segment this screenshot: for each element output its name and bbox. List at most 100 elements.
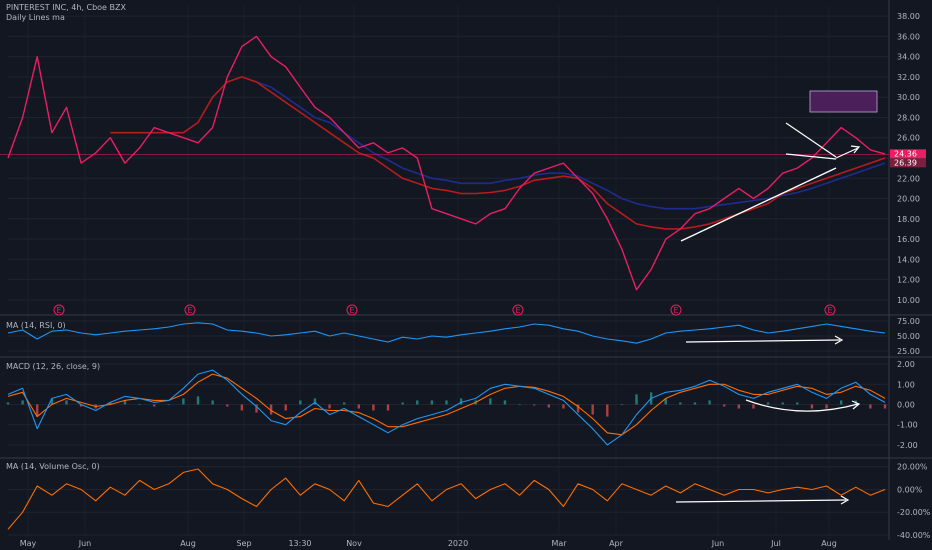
macd-histogram-bar [533,404,536,406]
macd-histogram-bar [269,404,273,415]
earnings-marker-label: E [515,306,520,315]
macd-histogram-bar [211,400,214,405]
series-layer [6,35,887,530]
macd-histogram-bar [152,404,156,407]
indicator-title: Daily Lines ma [6,13,65,22]
y-tick-label: 14.00 [897,255,920,264]
volume-osc-line [7,468,886,530]
price-badge-label: 26.39 [894,158,917,167]
macd-histogram-bar [752,404,755,409]
y-tick-label: 28.00 [897,113,920,122]
macd-histogram-bar [576,404,580,413]
x-tick-label: May [20,539,37,548]
y-tick-label: 0.00 [897,400,915,409]
y-tick-label: 20.00% [897,463,928,472]
x-tick-label: Aug [821,539,837,548]
macd-histogram-bar [313,398,317,405]
macd-histogram-bar [445,400,448,405]
earnings-marker[interactable] [184,304,196,316]
earnings-marker[interactable] [670,304,682,316]
volosc-trend-arrow[interactable] [675,499,847,503]
macd-histogram-bar [416,400,419,405]
macd-histogram-bar [606,404,609,417]
y-tick-label: 25.00 [897,347,920,356]
macd-histogram-bar [123,400,127,405]
support-trendline[interactable] [680,167,837,242]
earnings-marker-label: E [349,306,354,315]
price-badge [890,158,926,168]
macd-histogram-bar [781,402,784,405]
y-tick-label: -40.00% [897,531,931,540]
y-tick-label: 22.00 [897,174,920,183]
macd-histogram-bar [883,404,887,409]
macd-histogram-bar [810,404,814,409]
macd-histogram-bar [766,402,770,405]
earnings-marker[interactable] [824,304,836,316]
volosc-pane-label: MA (14, Volume Osc, 0) [6,462,100,471]
macd-histogram-bar [50,398,54,405]
earnings-marker-label: E [827,306,832,315]
macd-histogram-bar [109,402,112,405]
earnings-marker-label: E [56,306,61,315]
macd-histogram-bar [401,402,404,405]
triangle-upper-line[interactable] [785,122,837,158]
triangle-lower-line[interactable] [785,153,837,160]
macd-histogram-bar [21,400,24,405]
x-tick-label: Aug [180,539,196,548]
y-tick-label: 0.00% [897,485,923,494]
macd-histogram-bar [36,404,39,417]
x-tick-label: Jun [711,539,725,548]
macd-histogram-bar [299,400,302,405]
macd-histogram-bar [664,398,667,405]
macd-histogram-bar [693,402,697,405]
earnings-marker[interactable] [53,304,65,316]
x-tick-label: 2020 [448,539,468,548]
macd-histogram-bar [386,404,390,411]
highlight-box[interactable] [809,90,878,113]
y-tick-label: 20.00 [897,195,920,204]
y-tick-label: -2.00 [897,441,918,450]
y-tick-label: 16.00 [897,235,920,244]
y-tick-label: 26.00 [897,134,920,143]
macd-histogram-bar [503,400,507,405]
macd-histogram-bar [562,404,565,409]
macd-histogram-bar [489,398,492,405]
y-tick-label: 1.00 [897,380,915,389]
earnings-marker[interactable] [512,304,524,316]
y-tick-label: 10.00 [897,296,920,305]
y-tick-label: -1.00 [897,421,918,430]
x-tick-label: 13:30 [288,539,311,548]
macd-histogram-bar [839,400,843,405]
breakout-arrow[interactable] [835,147,859,159]
macd-histogram-bar [679,402,682,405]
macd-curve-arrow[interactable] [745,399,859,412]
macd-histogram-bar [182,398,185,405]
earnings-marker-label: E [187,306,192,315]
rsi-trend-arrow[interactable] [685,339,841,343]
x-tick-label: Mar [551,539,567,548]
macd-histogram-bar [825,404,828,409]
macd-histogram-bar [328,404,331,409]
y-tick-label: 36.00 [897,32,920,41]
price-badge [890,149,926,159]
macd-histogram-bar [796,402,799,405]
price-badge-label: 24.36 [894,149,917,158]
macd-histogram-bar [284,404,287,411]
macd-histogram-bar [226,404,229,407]
macd-histogram-bar [708,400,711,405]
macd-histogram-bar [65,400,68,405]
x-tick-label: Apr [609,539,624,548]
macd-histogram-bar [737,404,741,409]
x-tick-label: Nov [346,539,362,548]
earnings-marker[interactable] [346,304,358,316]
y-tick-label: 2.00 [897,360,915,369]
macd-histogram-bar [196,396,200,405]
macd-histogram-bar [723,404,726,407]
macd-histogram-bar [518,404,521,406]
macd-histogram-bar [240,404,244,411]
macd-arrowhead [851,400,861,410]
breakout-arrowhead [850,145,861,154]
macd-histogram-bar [79,404,83,407]
